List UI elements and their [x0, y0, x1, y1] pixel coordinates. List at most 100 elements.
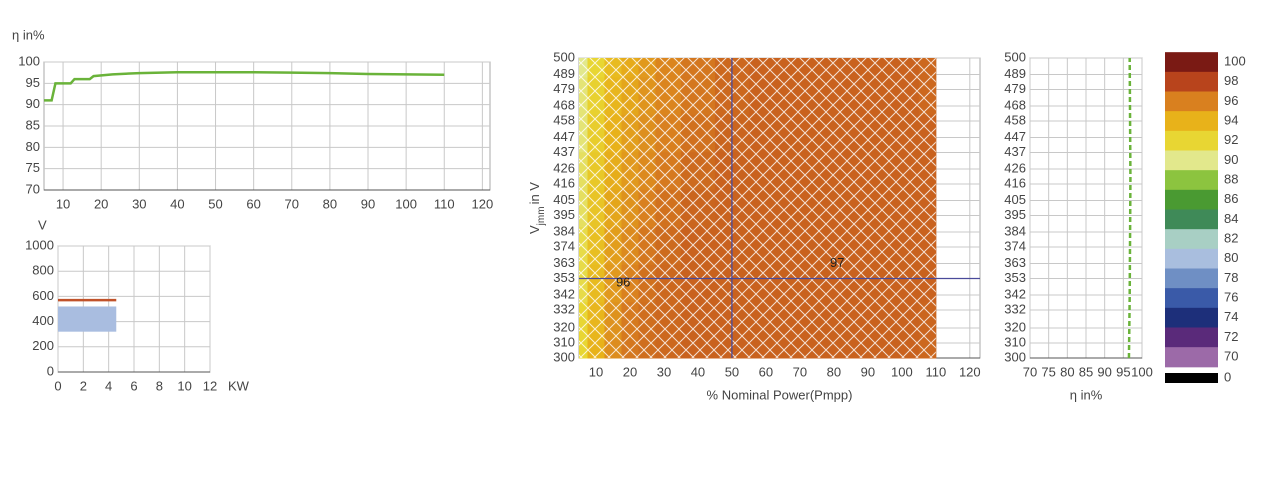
y-tick-label: 1000	[25, 237, 54, 252]
color-swatch	[1165, 268, 1218, 289]
y-tick-label: 458	[553, 112, 575, 127]
color-swatch	[1165, 111, 1218, 132]
x-tick-label: 0	[54, 378, 61, 393]
x-tick-label: 12	[203, 378, 217, 393]
y-tick-label: 437	[1004, 144, 1026, 159]
x-tick-label: 8	[156, 378, 163, 393]
x-tick-label: 20	[623, 364, 637, 379]
y-tick-label: 395	[1004, 207, 1026, 222]
y-tick-label: 70	[26, 181, 40, 196]
y-tick-label: 500	[1004, 49, 1026, 64]
x-tick-label: 4	[105, 378, 112, 393]
y-tick-label: 310	[553, 334, 575, 349]
colorbar-label: 96	[1224, 93, 1238, 108]
y-label-main: V	[527, 225, 542, 234]
x-tick-label: 40	[691, 364, 705, 379]
colorbar-label: 80	[1224, 250, 1238, 265]
y-tick-label: 85	[26, 117, 40, 132]
y-tick-label: 320	[553, 319, 575, 334]
colorbar-label: 70	[1224, 348, 1238, 363]
colorbar-label: 92	[1224, 132, 1238, 147]
x-tick-label: 100	[395, 196, 417, 211]
colorbar-label: 86	[1224, 191, 1238, 206]
color-swatch	[1165, 307, 1218, 328]
colorbar-label: 88	[1224, 171, 1238, 186]
y-label-sub: jmm	[536, 206, 547, 226]
y-tick-label: 447	[1004, 129, 1026, 144]
colorbar-label: 94	[1224, 112, 1238, 127]
y-tick-label: 0	[47, 363, 54, 378]
x-tick-label: 6	[130, 378, 137, 393]
y-tick-label: 384	[553, 223, 575, 238]
x-tick-label: 100	[891, 364, 913, 379]
x-tick-label: 80	[827, 364, 841, 379]
x-tick-label: 80	[323, 196, 337, 211]
color-swatch	[1165, 91, 1218, 112]
y-tick-label: 384	[1004, 223, 1026, 238]
efficiency-line	[1127, 57, 1132, 359]
color-swatch	[1165, 229, 1218, 250]
y-tick-label: 447	[553, 129, 575, 144]
color-swatch	[1165, 150, 1218, 171]
y-label-rest: in V	[527, 182, 542, 205]
x-tick-label: 70	[793, 364, 807, 379]
x-tick-label: 40	[170, 196, 184, 211]
efficiency-line	[44, 70, 445, 102]
x-axis-label: η in%	[1070, 387, 1103, 402]
voltage-band	[58, 306, 117, 332]
x-tick-label: 100	[1131, 364, 1153, 379]
y-tick-label: 405	[1004, 192, 1026, 207]
y-tick-label: 320	[1004, 319, 1026, 334]
colorbar-label: 82	[1224, 230, 1238, 245]
y-tick-label: 437	[553, 144, 575, 159]
colorbar-label: 90	[1224, 152, 1238, 167]
color-swatch	[1165, 189, 1218, 210]
y-tick-label: 95	[26, 75, 40, 90]
x-tick-label: 75	[1041, 364, 1055, 379]
x-tick-label: 60	[246, 196, 260, 211]
x-tick-label: 120	[959, 364, 981, 379]
color-swatch	[1165, 248, 1218, 269]
y-tick-label: 468	[553, 97, 575, 112]
color-swatch	[1165, 209, 1218, 230]
x-tick-label: 70	[285, 196, 299, 211]
y-tick-label: 374	[553, 238, 575, 253]
y-tick-label: 426	[553, 160, 575, 175]
x-tick-label: 60	[759, 364, 773, 379]
contour-label: 97	[830, 255, 844, 270]
color-swatch	[1165, 347, 1218, 368]
y-tick-label: 332	[1004, 301, 1026, 316]
y-tick-label: 363	[1004, 255, 1026, 270]
y-tick-label: 300	[1004, 349, 1026, 364]
y-tick-label: 405	[553, 192, 575, 207]
y-tick-label: 342	[1004, 286, 1026, 301]
color-swatch	[1165, 130, 1218, 151]
y-tick-label: 500	[553, 49, 575, 64]
y-tick-label: 75	[26, 160, 40, 175]
y-tick-label: 332	[553, 301, 575, 316]
x-tick-label: 90	[1097, 364, 1111, 379]
x-tick-label: 50	[725, 364, 739, 379]
y-tick-label: 353	[1004, 270, 1026, 285]
y-tick-label: 395	[553, 207, 575, 222]
colorbar-label: 0	[1224, 369, 1231, 384]
hatch	[579, 58, 936, 358]
y-tick-label: 353	[553, 270, 575, 285]
y-tick-label: 426	[1004, 160, 1026, 175]
y-tick-label: 80	[26, 139, 40, 154]
y-tick-label: 479	[1004, 81, 1026, 96]
x-axis-label: % Nominal Power(Pmpp)	[707, 387, 853, 402]
y-tick-label: 479	[553, 81, 575, 96]
y-tick-label: 374	[1004, 238, 1026, 253]
x-tick-label: 2	[80, 378, 87, 393]
y-tick-label: 100	[18, 53, 40, 68]
color-swatch	[1165, 71, 1218, 92]
y-tick-label: 416	[1004, 175, 1026, 190]
y-axis-label: V	[38, 217, 47, 232]
y-tick-label: 400	[32, 313, 54, 328]
x-tick-label: 70	[1023, 364, 1037, 379]
y-tick-label: 600	[32, 288, 54, 303]
x-tick-label: 85	[1079, 364, 1093, 379]
y-tick-label: 489	[1004, 66, 1026, 81]
